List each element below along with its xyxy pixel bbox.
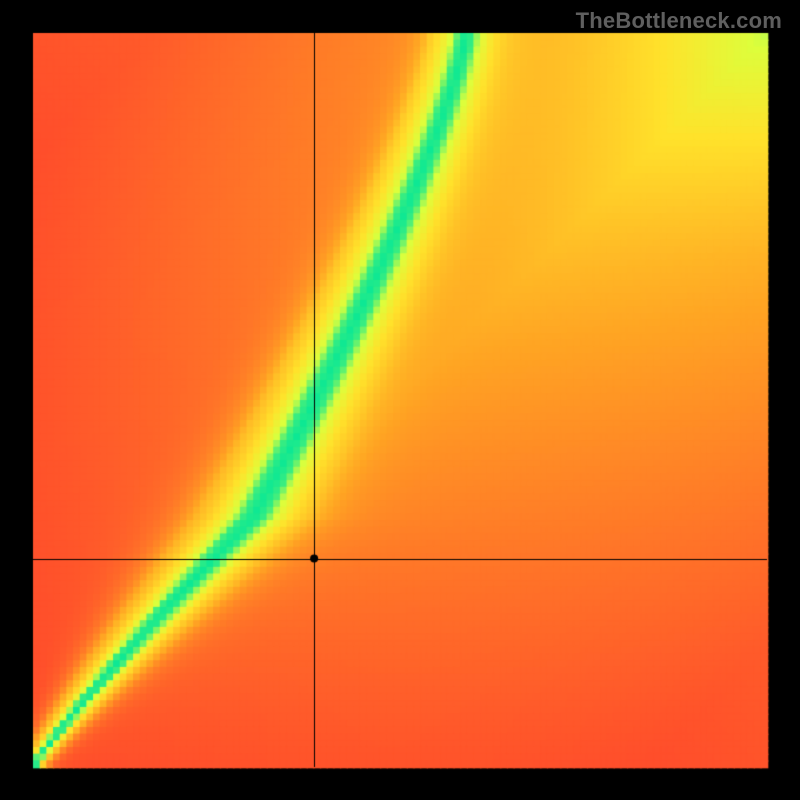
bottleneck-heatmap-canvas <box>0 0 800 800</box>
chart-container: TheBottleneck.com <box>0 0 800 800</box>
watermark-text: TheBottleneck.com <box>576 8 782 34</box>
